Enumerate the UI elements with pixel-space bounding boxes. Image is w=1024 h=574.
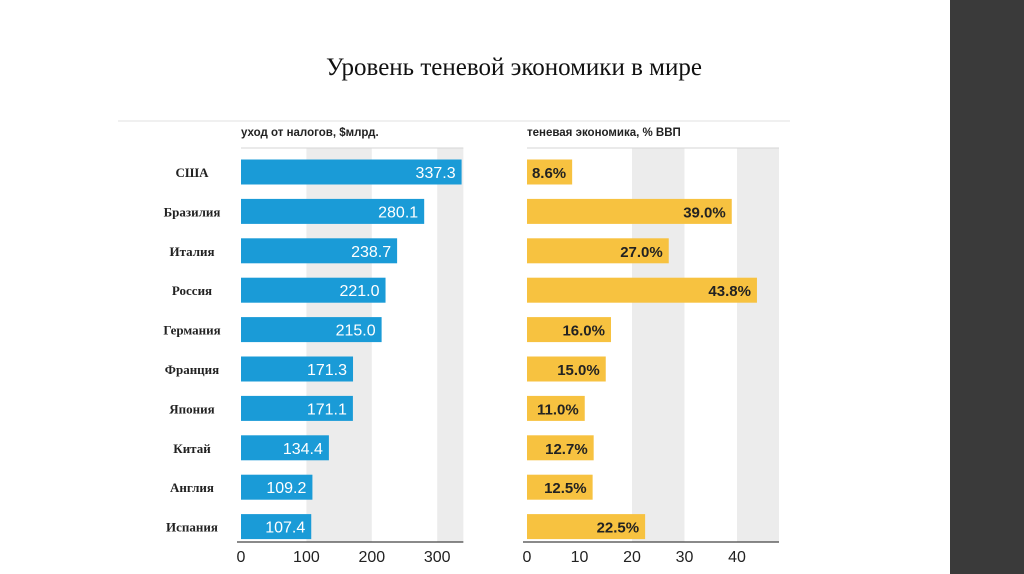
chart-band [437, 148, 464, 542]
bar-value-label: 8.6% [532, 165, 566, 182]
bar-value-label: 171.3 [307, 362, 347, 379]
bar [527, 435, 594, 461]
bar [241, 356, 354, 382]
x-tick-label: 10 [571, 549, 589, 566]
bar [527, 317, 611, 343]
category-label: Россия [172, 283, 212, 298]
bar-value-label: 215.0 [336, 323, 376, 340]
x-tick-label: 0 [523, 549, 532, 566]
chart-band [737, 148, 779, 542]
bar [527, 395, 585, 421]
side-strip [950, 0, 1024, 574]
category-label: США [175, 165, 209, 180]
x-tick-label: 20 [623, 549, 641, 566]
bar [241, 317, 382, 343]
panel-title: теневая экономика, % ВВП [527, 127, 681, 139]
x-tick-label: 40 [728, 549, 746, 566]
bar [527, 277, 757, 303]
category-label: Япония [169, 401, 214, 416]
x-tick-label: 300 [424, 549, 451, 566]
bar [241, 474, 313, 500]
bar-value-label: 16.0% [562, 323, 605, 340]
category-label: Италия [169, 244, 214, 259]
bar-value-label: 39.0% [683, 204, 726, 221]
bar [241, 435, 329, 461]
category-label: Германия [163, 323, 220, 338]
bar-value-label: 22.5% [597, 520, 640, 537]
bar [527, 514, 646, 540]
bar [241, 159, 462, 185]
bar [241, 198, 425, 224]
x-tick-label: 200 [358, 549, 385, 566]
bar-value-label: 43.8% [708, 283, 751, 300]
x-tick-label: 0 [237, 549, 246, 566]
bar-value-label: 12.5% [544, 480, 587, 497]
bar [241, 277, 386, 303]
bar-value-label: 27.0% [620, 244, 663, 261]
bar-value-label: 238.7 [351, 244, 391, 261]
slide-title: Уровень теневой экономики в мире [326, 54, 702, 81]
bar-value-label: 171.1 [307, 401, 347, 418]
bar-value-label: 134.4 [283, 441, 323, 458]
bar [527, 356, 606, 382]
category-label: Франция [165, 362, 219, 377]
bar [527, 159, 573, 185]
category-label: Бразилия [164, 204, 221, 219]
panel-title: уход от налогов, $млрд. [241, 127, 379, 139]
bar [527, 238, 669, 264]
category-label: Китай [173, 441, 211, 456]
bar [527, 198, 732, 224]
bar-value-label: 221.0 [339, 283, 379, 300]
category-label: Англия [170, 480, 214, 495]
bar-value-label: 15.0% [557, 362, 600, 379]
bar-value-label: 280.1 [378, 204, 418, 221]
category-label: Испания [166, 520, 218, 535]
bar [241, 238, 398, 264]
x-tick-label: 100 [293, 549, 320, 566]
bar [527, 474, 593, 500]
bar-value-label: 12.7% [545, 441, 588, 458]
bar-value-label: 337.3 [416, 165, 456, 182]
x-tick-label: 30 [676, 549, 694, 566]
bar [241, 514, 312, 540]
bar-value-label: 11.0% [537, 401, 579, 418]
bar-value-label: 107.4 [265, 520, 305, 537]
bar [241, 395, 353, 421]
bar-value-label: 109.2 [266, 480, 306, 497]
